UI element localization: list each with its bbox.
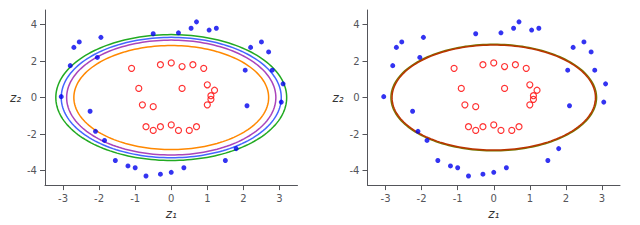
svg-text:-2: -2 [350,129,360,140]
svg-text:2: 2 [240,193,246,204]
svg-text:-4: -4 [350,165,360,176]
svg-text:0: 0 [168,193,174,204]
svg-text:z₁: z₁ [165,207,177,221]
svg-text:z₁: z₁ [487,207,499,221]
svg-text:0: 0 [353,92,359,103]
svg-text:-3: -3 [58,193,68,204]
svg-text:-2: -2 [27,129,37,140]
svg-text:0: 0 [491,193,497,204]
svg-text:2: 2 [31,56,37,67]
svg-text:3: 3 [599,193,605,204]
svg-text:0: 0 [31,92,37,103]
svg-text:-1: -1 [453,193,463,204]
svg-text:-4: -4 [27,165,37,176]
svg-text:-2: -2 [94,193,104,204]
svg-text:-2: -2 [417,193,427,204]
svg-text:z₂: z₂ [331,91,343,105]
svg-text:4: 4 [31,19,37,30]
svg-text:1: 1 [527,193,533,204]
svg-text:2: 2 [563,193,569,204]
svg-text:2: 2 [353,56,359,67]
svg-text:1: 1 [204,193,210,204]
svg-text:z₂: z₂ [9,91,21,105]
svg-text:-1: -1 [130,193,140,204]
svg-text:-3: -3 [381,193,391,204]
svg-text:3: 3 [276,193,282,204]
svg-text:4: 4 [353,19,359,30]
